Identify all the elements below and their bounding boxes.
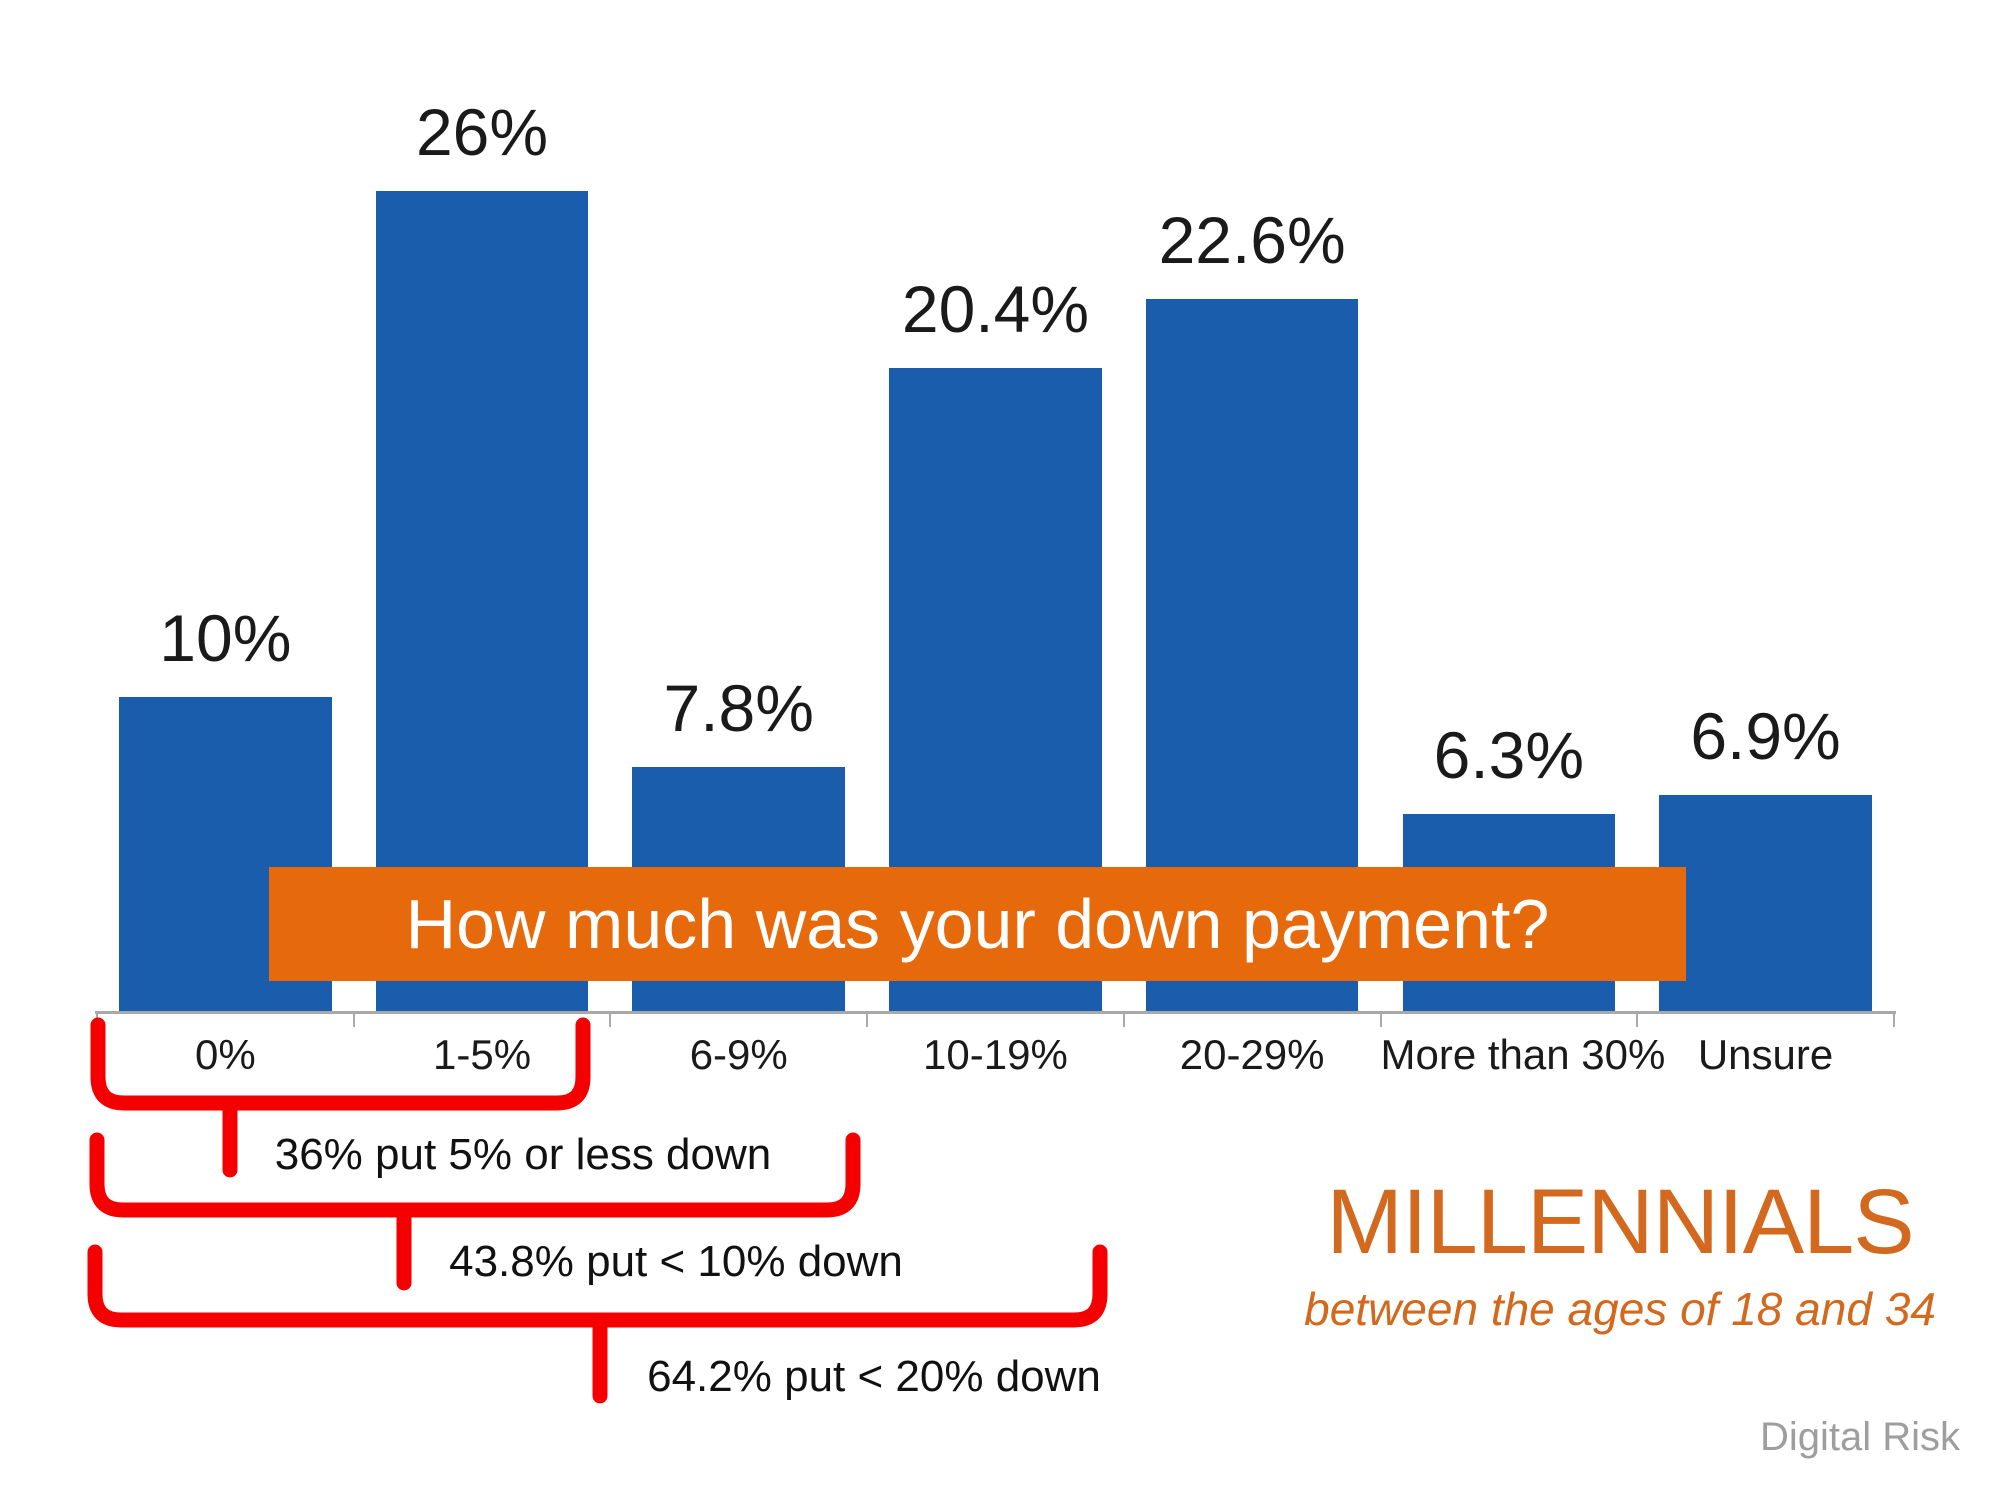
source-watermark: Digital Risk — [1759, 1415, 1960, 1459]
x-axis-tick-label: Unsure — [1697, 1031, 1834, 1078]
x-axis-tick — [1379, 1013, 1382, 1027]
question-banner-title: How much was your down payment? — [405, 885, 1550, 963]
x-axis-tick — [352, 1013, 355, 1027]
x-axis-tick — [1122, 1013, 1125, 1027]
red-brace-2 — [89, 1132, 861, 1291]
red-brace-3 — [87, 1244, 1108, 1404]
x-axis-tick — [609, 1013, 612, 1027]
x-axis-tick-label: 6-9% — [689, 1031, 788, 1078]
bar-Unsure — [1659, 795, 1872, 1013]
x-axis-tick-label: More than 30% — [1380, 1031, 1666, 1078]
x-axis-tick-label: 20-29% — [1179, 1031, 1325, 1078]
question-banner: How much was your down payment? — [269, 867, 1686, 981]
x-axis-tick-label: 0% — [194, 1031, 256, 1078]
millennials-subtitle: between the ages of 18 and 34 — [1304, 1283, 1936, 1335]
bar-value-label: 20.4% — [901, 272, 1089, 346]
annotation-under-10: 43.8% put < 10% down — [449, 1237, 903, 1286]
bar-value-label: 6.9% — [1690, 699, 1841, 773]
x-axis-line — [95, 1011, 1896, 1014]
x-axis-tick — [1892, 1013, 1895, 1027]
red-brace-1 — [90, 1017, 591, 1178]
bar-value-label: 7.8% — [663, 671, 814, 745]
x-axis-tick-label: 1-5% — [433, 1031, 532, 1078]
bar-value-label: 10% — [159, 601, 292, 675]
annotation-under-20: 64.2% put < 20% down — [647, 1352, 1101, 1401]
x-axis-tick — [1636, 1013, 1639, 1027]
bar-value-label: 6.3% — [1433, 718, 1585, 792]
annotation-5-or-less: 36% put 5% or less down — [274, 1130, 772, 1179]
bar-value-label: 26% — [415, 95, 549, 169]
bar-value-label: 22.6% — [1158, 203, 1346, 277]
millennials-title: MILLENNIALS — [1326, 1171, 1914, 1273]
x-axis-tick-label: 10-19% — [923, 1031, 1068, 1078]
x-axis-tick — [866, 1013, 869, 1027]
